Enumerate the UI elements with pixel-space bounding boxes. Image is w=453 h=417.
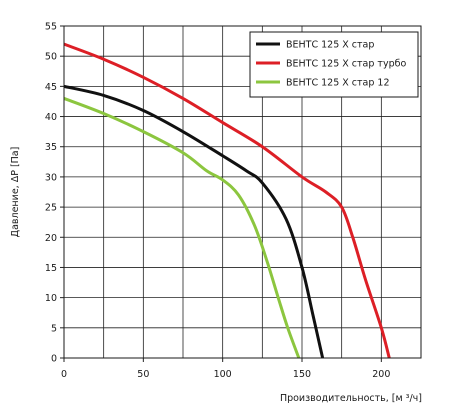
- x-axis-title: Производительность, [м ³/ч]: [280, 393, 422, 404]
- x-tick-label: 50: [137, 369, 149, 380]
- legend-label-2: ВЕНТС 125 Х стар турбо: [286, 59, 406, 70]
- y-tick-label: 10: [45, 293, 57, 304]
- y-tick-label: 55: [45, 22, 57, 33]
- y-tick-label: 5: [51, 323, 57, 334]
- plot-frame: [63, 25, 422, 359]
- series-lines: [63, 42, 391, 359]
- series-line-2: [63, 42, 391, 359]
- y-tick-label: 15: [45, 263, 57, 274]
- y-tick-label: 30: [45, 172, 57, 183]
- legend-label-1: ВЕНТС 125 Х стар: [286, 40, 374, 51]
- legend-label-3: ВЕНТС 125 Х стар 12: [286, 78, 390, 89]
- y-tick-label: 35: [45, 142, 57, 153]
- y-axis-title: Давление, ΔP [Па]: [10, 147, 21, 238]
- legend: ВЕНТС 125 Х стар ВЕНТС 125 Х стар турбо ВЕ…: [249, 31, 419, 98]
- x-tick-label: 200: [372, 369, 390, 380]
- y-tick-label: 0: [51, 354, 57, 365]
- x-tick-label: 100: [214, 369, 232, 380]
- x-tick-label: 150: [293, 369, 311, 380]
- x-axis-ticks: 0 50 100 150 200: [61, 358, 390, 380]
- series-line-3: [63, 97, 301, 359]
- y-tick-label: 25: [45, 203, 57, 214]
- y-tick-label: 50: [45, 52, 57, 63]
- y-tick-label: 40: [45, 112, 57, 123]
- y-axis-ticks: 0 5 10 15 20 25 30 35 40 45 50 55: [45, 22, 64, 365]
- x-tick-label: 0: [61, 369, 67, 380]
- y-tick-label: 20: [45, 233, 57, 244]
- series-line-1: [63, 84, 325, 359]
- y-tick-label: 45: [45, 82, 57, 93]
